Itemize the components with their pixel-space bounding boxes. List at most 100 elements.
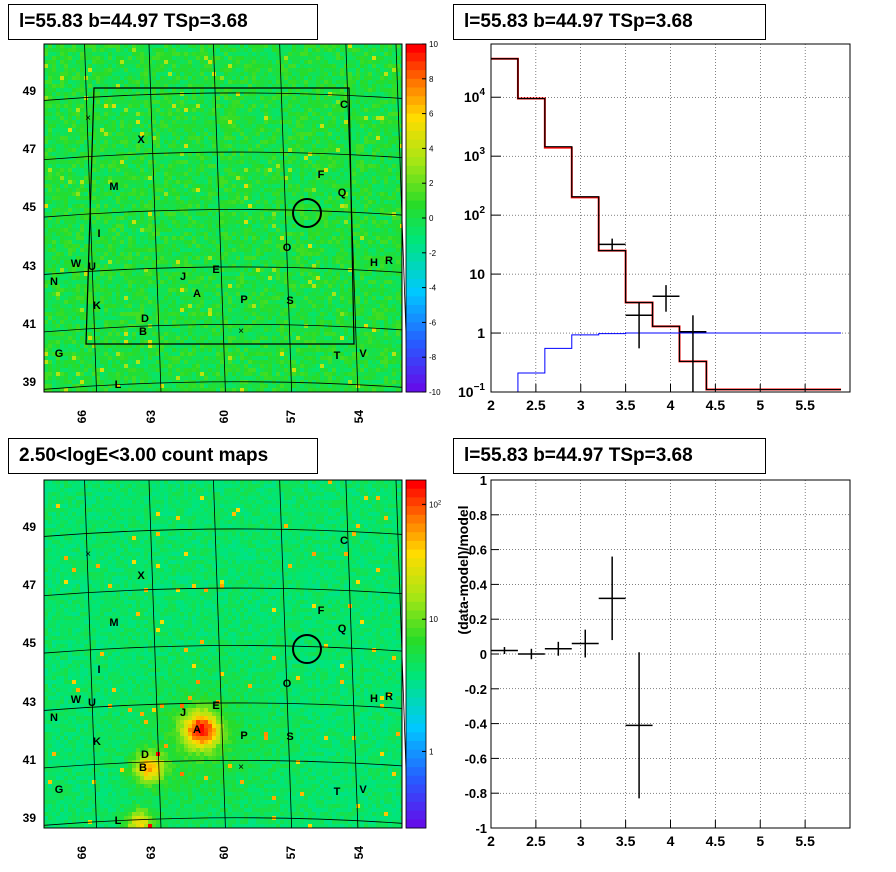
longitude-line: [279, 43, 293, 393]
colorbar-cell: [406, 540, 426, 551]
colorbar-cell: [406, 819, 426, 829]
source-label-W: W: [71, 258, 82, 270]
colorbar-cell: [406, 365, 426, 376]
histogram-series-0: [491, 57, 842, 391]
colorbar-cell: [406, 784, 426, 794]
colorbar-cell: [406, 593, 426, 603]
target-circle: [292, 198, 322, 228]
colorbar-cell: [406, 584, 426, 594]
y-tick-label: -0.2: [465, 682, 487, 697]
coordinate-grid: [43, 479, 409, 829]
source-label-C: C: [340, 535, 348, 547]
x-tick-label: 54: [352, 846, 366, 860]
top-left-title: l=55.83 b=44.97 TSp=3.68: [8, 4, 318, 40]
y-tick-label: 0.8: [469, 508, 487, 523]
longitude-line: [84, 43, 97, 393]
colorbar-cell: [406, 383, 426, 393]
colorbar-cell: [406, 532, 426, 542]
target-circle: [292, 634, 322, 664]
colorbar-cell: [406, 697, 426, 707]
colorbar-frame: [405, 479, 427, 829]
colorbar-tick-label: -10: [429, 388, 441, 397]
source-label-R: R: [385, 691, 393, 703]
x-tick-label: 3: [577, 833, 585, 849]
source-label-D: D: [141, 749, 149, 761]
x-tick-label: 4.5: [706, 397, 726, 413]
source-label-X: X: [137, 134, 145, 146]
colorbar-cell: [406, 567, 426, 577]
colorbar-cell: [406, 200, 426, 210]
y-tick-label: -0.8: [465, 786, 487, 801]
colorbar-cell: [406, 357, 426, 367]
x-tick-label: 57: [284, 846, 298, 860]
x-tick-label: 5: [756, 833, 764, 849]
colorbar-tick-label: -8: [429, 353, 437, 362]
colorbar-tick-label: 1: [429, 747, 434, 756]
colorbar-cell: [406, 331, 426, 341]
latitude-line: [43, 151, 403, 161]
colorbar-cell: [406, 218, 426, 228]
colorbar-cell: [406, 810, 426, 820]
source-label-B: B: [139, 326, 147, 338]
colorbar-cell: [406, 348, 426, 358]
source-label-U: U: [88, 697, 96, 709]
y-tick-label: 41: [23, 317, 37, 331]
colorbar-cell: [406, 44, 426, 54]
colorbar-cell: [406, 610, 426, 620]
sky-map-panel-2: × × C X F M Q I O W U H R J E N A P S K DB G T V L 66 63 60 57 54 49 47…: [23, 479, 442, 860]
colorbar-cell: [406, 305, 426, 315]
colorbar-cell: [406, 558, 426, 568]
y-tick-label: 43: [23, 259, 37, 273]
x-tick-label: 3: [577, 397, 585, 413]
source-label-Q: Q: [338, 623, 347, 635]
source-label-A: A: [193, 724, 201, 736]
colorbar-cell: [406, 549, 426, 559]
colorbar-cell: [406, 480, 426, 490]
colorbar-cell: [406, 122, 426, 132]
x-tick-label: 60: [217, 846, 231, 860]
longitude-line: [148, 479, 162, 829]
colorbar-tick-label: 0: [429, 214, 434, 223]
colorbar-cell: [406, 252, 426, 262]
colorbar-tick-label: 10: [429, 615, 438, 624]
colorbar-cell: [406, 506, 426, 516]
y-tick-label: 10: [469, 266, 485, 282]
colorbar-cell: [406, 165, 426, 175]
latitude-line: [43, 381, 403, 390]
source-label-K: K: [93, 736, 101, 748]
source-label-W: W: [71, 694, 82, 706]
x-tick-label: 2: [487, 833, 495, 849]
x-tick-label: 3.5: [616, 833, 636, 849]
y-tick-label: 0.4: [469, 577, 488, 592]
colorbar-cell: [406, 131, 426, 141]
x-tick-label: 60: [217, 410, 231, 424]
source-label-J: J: [180, 707, 186, 719]
colorbar-cell: [406, 645, 426, 655]
source-cross: ×: [85, 113, 91, 124]
colorbar-cell: [406, 191, 426, 202]
colorbar-cell: [406, 654, 426, 664]
source-label-F: F: [318, 169, 325, 181]
y-tick-label: 39: [23, 811, 37, 825]
roi-outline: [85, 87, 355, 345]
latitude-line: [43, 587, 403, 597]
colorbar-tick-label: 6: [429, 110, 434, 119]
y-tick-label: 39: [23, 375, 37, 389]
source-label-A: A: [193, 288, 201, 300]
colorbar-cell: [406, 619, 426, 629]
source-label-V: V: [359, 784, 367, 796]
colorbar-cell: [406, 732, 426, 742]
colorbar-cell: [406, 575, 426, 585]
source-label-T: T: [334, 786, 341, 798]
source-label-V: V: [359, 348, 367, 360]
y-tick-label: 47: [23, 142, 37, 156]
colorbar-cell: [406, 662, 426, 672]
longitude-line: [213, 43, 226, 393]
colorbar-cell: [406, 148, 426, 158]
latitude-line: [43, 702, 403, 711]
coordinate-grid: [43, 43, 409, 393]
source-label-G: G: [55, 348, 64, 360]
colorbar-cell: [406, 714, 426, 725]
